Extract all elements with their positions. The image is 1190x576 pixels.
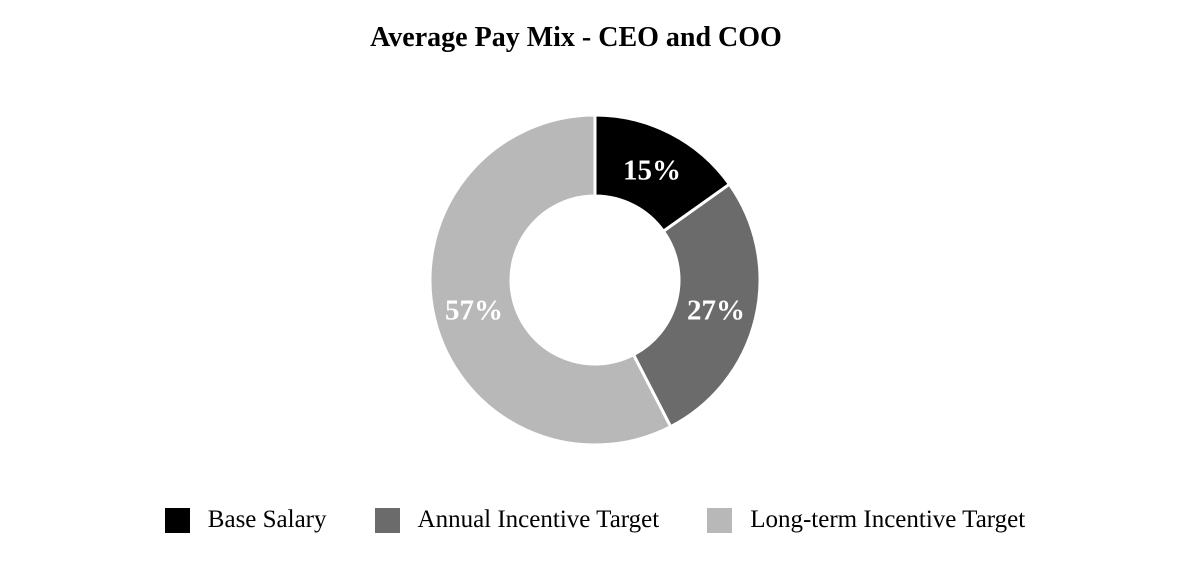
legend-swatch bbox=[164, 507, 190, 533]
legend-item: Annual Incentive Target bbox=[374, 506, 660, 534]
legend-item: Long-term Incentive Target bbox=[707, 506, 1025, 534]
donut-slice bbox=[428, 113, 673, 447]
legend-swatch bbox=[374, 507, 400, 533]
donut-chart: 15% 27% 57% bbox=[428, 113, 762, 447]
slice-label: 57% bbox=[445, 295, 503, 327]
legend-swatch bbox=[707, 507, 733, 533]
donut-slice bbox=[631, 182, 762, 429]
slice-label: 27% bbox=[687, 295, 745, 327]
chart-title: Average Pay Mix - CEO and COO bbox=[370, 22, 782, 53]
legend-label: Long-term Incentive Target bbox=[750, 506, 1026, 533]
legend-item: Base Salary bbox=[164, 506, 327, 534]
legend-label: Annual Incentive Target bbox=[417, 506, 660, 533]
chart-legend: Base Salary Annual Incentive Target Long-t… bbox=[0, 506, 1190, 534]
legend-label: Base Salary bbox=[207, 506, 327, 533]
slice-label: 15% bbox=[623, 154, 681, 186]
